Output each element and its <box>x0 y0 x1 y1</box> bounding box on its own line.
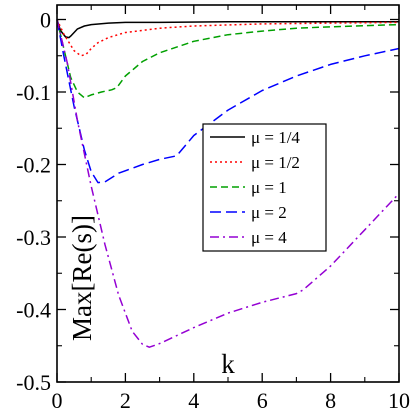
legend-label-2: μ = 1/2 <box>251 153 300 172</box>
y-tick-label: -0.5 <box>16 370 51 395</box>
series-line-3 <box>56 19 400 99</box>
series-line-5 <box>56 19 400 348</box>
ticks-layer: 0 2 4 6 8 10 0 -0.1 -0.2 -0.3 -0.4 -0.5 <box>16 5 410 413</box>
x-tick-label: 0 <box>52 388 63 413</box>
y-axis-label: Max[Re(s)] <box>67 215 97 341</box>
x-axis-label: k <box>221 349 235 379</box>
y-tick-label: 0 <box>40 8 51 33</box>
series-line-2 <box>56 19 400 57</box>
series-line-1 <box>56 19 399 39</box>
x-tick-label: 4 <box>188 388 199 413</box>
legend-label-5: μ = 4 <box>251 228 287 247</box>
plot-frame <box>56 4 400 383</box>
legend: μ = 1/4 μ = 1/2 μ = 1 μ = 2 μ = 4 <box>202 123 327 252</box>
x-tick-label: 6 <box>257 388 268 413</box>
x-tick-label: 2 <box>120 388 131 413</box>
y-tick-label: -0.4 <box>16 298 51 323</box>
x-tick-label: 10 <box>388 388 410 413</box>
legend-label-4: μ = 2 <box>251 203 287 222</box>
y-tick-label: -0.3 <box>16 225 51 250</box>
series-line-4 <box>56 19 400 184</box>
x-tick-label: 8 <box>325 388 336 413</box>
y-tick-label: -0.1 <box>16 80 51 105</box>
legend-label-3: μ = 1 <box>251 178 287 197</box>
series-layer <box>56 19 400 348</box>
legend-label-1: μ = 1/4 <box>251 128 300 147</box>
y-tick-label: -0.2 <box>16 153 51 178</box>
